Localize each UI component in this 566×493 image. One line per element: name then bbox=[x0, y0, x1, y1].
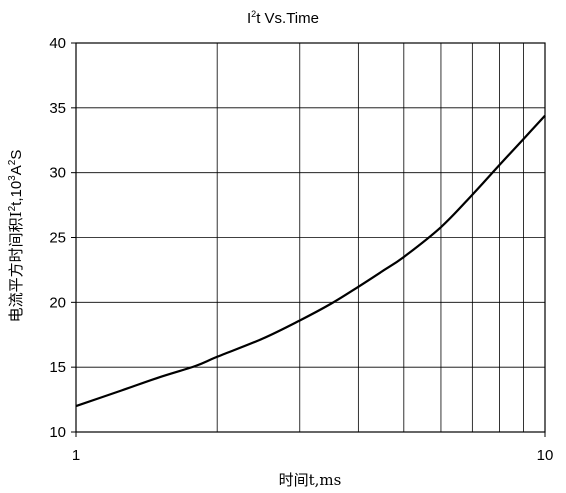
y-axis-label: 电流平方时间积I2t,103A2S bbox=[7, 150, 25, 323]
y-tick-label: 20 bbox=[49, 294, 66, 311]
y-tick-label: 15 bbox=[49, 359, 66, 376]
y-tick-label: 10 bbox=[49, 424, 66, 441]
series-line bbox=[75, 114, 546, 408]
y-label-sup: 3 bbox=[7, 175, 18, 181]
y-tick-label: 30 bbox=[49, 165, 66, 182]
x-axis-ticks: 1 10 bbox=[72, 432, 554, 464]
chart-title-rest: t Vs.Time bbox=[256, 10, 319, 27]
y-label-part: A bbox=[8, 165, 25, 175]
grid-lines bbox=[76, 43, 545, 432]
y-label-part: t,10 bbox=[8, 181, 25, 206]
x-axis-label: 时间t,ms bbox=[279, 471, 342, 489]
chart-title: I2t Vs.Time bbox=[247, 9, 319, 27]
chart-title-sup: 2 bbox=[251, 9, 256, 19]
y-tick-label: 25 bbox=[49, 230, 66, 247]
series-layer bbox=[75, 114, 546, 408]
y-label-part: 电流平方时间积I bbox=[7, 211, 25, 322]
y-label-sup: 2 bbox=[7, 159, 18, 165]
x-tick-label: 1 bbox=[72, 447, 80, 464]
y-label-part: S bbox=[8, 150, 25, 160]
y-axis-ticks: 10 15 20 25 30 35 40 bbox=[49, 35, 76, 441]
y-tick-label: 40 bbox=[49, 35, 66, 52]
y-tick-label: 35 bbox=[49, 100, 66, 117]
y-label-sup: 2 bbox=[7, 205, 18, 211]
chart-title-base: I bbox=[247, 10, 251, 27]
x-tick-label: 10 bbox=[537, 447, 554, 464]
